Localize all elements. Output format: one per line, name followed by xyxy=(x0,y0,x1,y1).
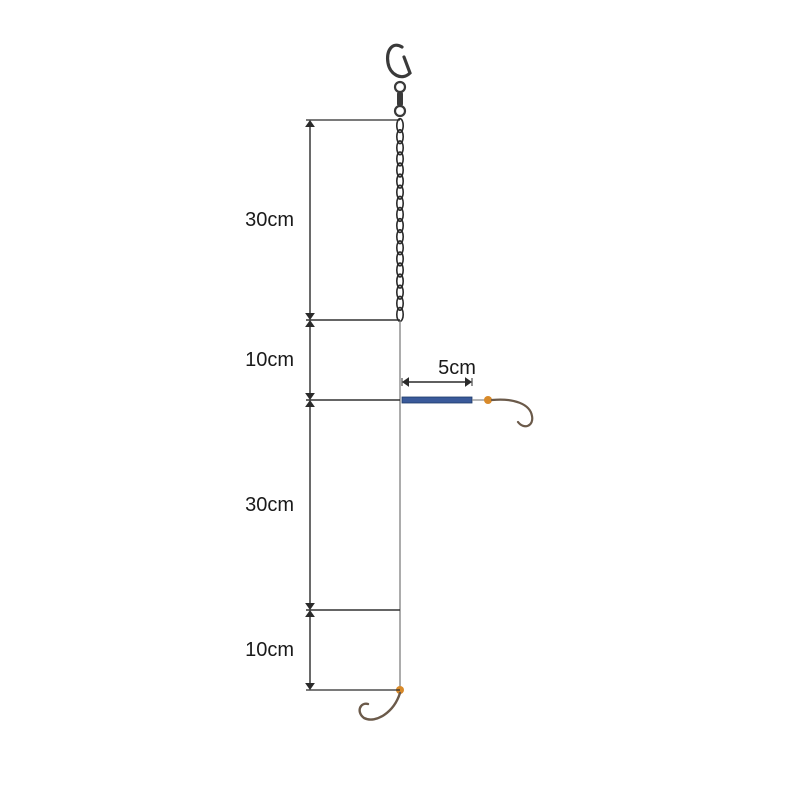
bead-icon xyxy=(484,396,492,404)
branch-tube xyxy=(402,397,472,403)
fishing-rig-diagram: 30cm 10cm 30cm 10cm 5cm xyxy=(0,0,800,800)
dimension-label: 30cm xyxy=(245,209,294,231)
dimension-label: 30cm xyxy=(245,494,294,516)
branch-hook-icon xyxy=(492,400,532,427)
dimension-label: 5cm xyxy=(438,357,476,379)
snap-clip-icon xyxy=(388,45,410,76)
dimension-label: 10cm xyxy=(245,639,294,661)
bottom-hook-icon xyxy=(360,693,400,720)
dimension-label: 10cm xyxy=(245,349,294,371)
